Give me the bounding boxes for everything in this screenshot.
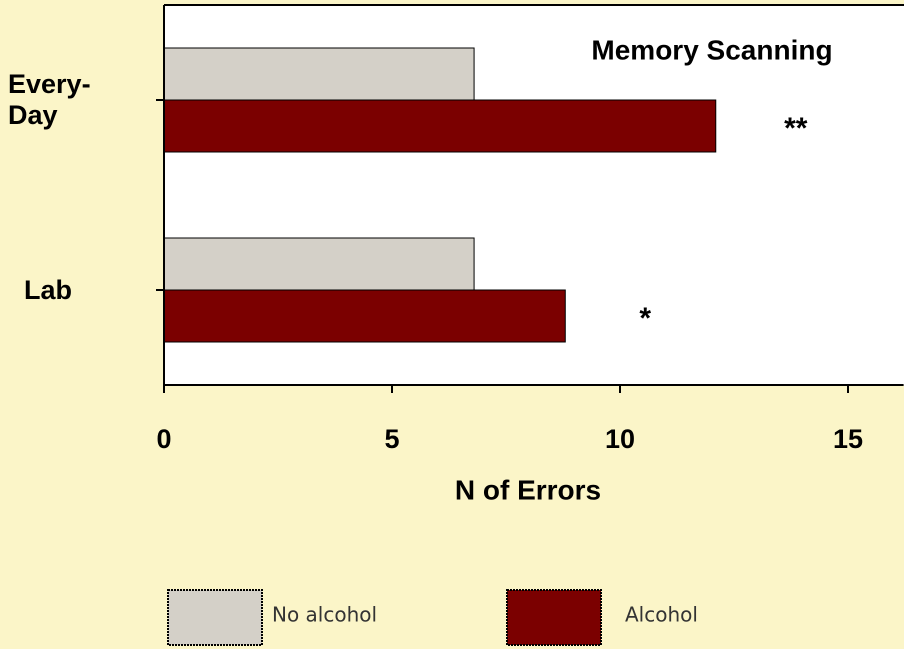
bar	[163, 289, 566, 343]
x-tick-label: 0	[156, 424, 171, 454]
chart-title: Memory Scanning	[591, 34, 832, 65]
annotation: *	[639, 302, 651, 335]
x-tick-label: 10	[605, 424, 635, 454]
legend-label: No alcohol	[272, 603, 377, 627]
annotation: **	[784, 112, 808, 145]
y-tick-label: Lab	[24, 274, 73, 305]
legend-label: Alcohol	[625, 603, 698, 627]
bar	[163, 99, 717, 153]
x-axis-label: N of Errors	[455, 474, 601, 505]
bar	[163, 237, 475, 291]
bar	[163, 47, 475, 101]
x-tick-label: 15	[833, 424, 863, 454]
legend-swatch	[167, 589, 263, 646]
legend-swatch	[506, 589, 602, 646]
x-tick-label: 5	[384, 424, 399, 454]
y-tick-label: Every-Day	[8, 69, 91, 130]
